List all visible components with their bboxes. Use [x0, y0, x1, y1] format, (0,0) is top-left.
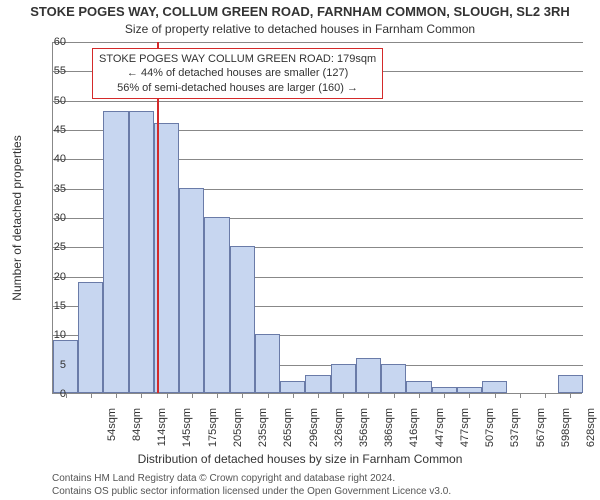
chart-title-line1: STOKE POGES WAY, COLLUM GREEN ROAD, FARN… [0, 4, 600, 19]
y-tick-label: 20 [36, 271, 66, 283]
gridline [53, 42, 583, 43]
y-tick-label: 55 [36, 65, 66, 77]
y-tick-label: 0 [36, 388, 66, 400]
x-tick-label: 265sqm [282, 408, 294, 458]
x-tick-mark [394, 393, 395, 398]
x-tick-label: 175sqm [207, 408, 219, 458]
annotation-line2: ← 44% of detached houses are smaller (12… [99, 66, 376, 80]
x-tick-label: 598sqm [560, 408, 572, 458]
x-tick-label: 145sqm [181, 408, 193, 458]
histogram-bar [255, 334, 280, 393]
histogram-bar [381, 364, 406, 393]
x-tick-label: 386sqm [383, 408, 395, 458]
histogram-bar [305, 375, 330, 393]
histogram-bar [204, 217, 229, 393]
footer-line2: Contains OS public sector information li… [52, 486, 451, 497]
x-tick-mark [368, 393, 369, 398]
chart-title-line2: Size of property relative to detached ho… [0, 22, 600, 36]
x-tick-label: 507sqm [484, 408, 496, 458]
y-tick-label: 40 [36, 153, 66, 165]
x-tick-label: 447sqm [434, 408, 446, 458]
histogram-bar [558, 375, 583, 393]
histogram-bar [129, 111, 154, 393]
x-tick-mark [116, 393, 117, 398]
y-tick-label: 10 [36, 329, 66, 341]
chart-plot-area: STOKE POGES WAY COLLUM GREEN ROAD: 179sq… [52, 42, 582, 394]
annotation-line1: STOKE POGES WAY COLLUM GREEN ROAD: 179sq… [99, 52, 376, 66]
y-tick-label: 15 [36, 300, 66, 312]
histogram-bar [179, 188, 204, 393]
gridline [53, 101, 583, 102]
x-tick-label: 356sqm [358, 408, 370, 458]
histogram-bar [280, 381, 305, 393]
histogram-bar [482, 381, 507, 393]
x-tick-mark [91, 393, 92, 398]
x-tick-mark [419, 393, 420, 398]
footer-line1: Contains HM Land Registry data © Crown c… [52, 473, 395, 484]
y-tick-label: 50 [36, 95, 66, 107]
y-tick-label: 25 [36, 241, 66, 253]
y-tick-label: 60 [36, 36, 66, 48]
x-tick-label: 235sqm [257, 408, 269, 458]
histogram-bar [356, 358, 381, 393]
x-tick-mark [141, 393, 142, 398]
x-axis-label: Distribution of detached houses by size … [0, 452, 600, 466]
reference-annotation: STOKE POGES WAY COLLUM GREEN ROAD: 179sq… [92, 48, 383, 99]
x-tick-mark [192, 393, 193, 398]
x-tick-label: 114sqm [156, 408, 168, 458]
x-tick-label: 205sqm [232, 408, 244, 458]
y-tick-label: 35 [36, 183, 66, 195]
x-tick-label: 537sqm [509, 408, 521, 458]
histogram-bar [230, 246, 255, 393]
x-tick-mark [545, 393, 546, 398]
x-tick-mark [520, 393, 521, 398]
x-tick-label: 477sqm [459, 408, 471, 458]
x-tick-mark [167, 393, 168, 398]
x-tick-mark [469, 393, 470, 398]
x-tick-mark [444, 393, 445, 398]
histogram-bar [331, 364, 356, 393]
x-tick-mark [495, 393, 496, 398]
x-tick-mark [293, 393, 294, 398]
x-tick-mark [268, 393, 269, 398]
x-tick-label: 567sqm [535, 408, 547, 458]
x-tick-label: 296sqm [308, 408, 320, 458]
histogram-bar [406, 381, 431, 393]
x-tick-mark [217, 393, 218, 398]
chart-container: STOKE POGES WAY, COLLUM GREEN ROAD, FARN… [0, 0, 600, 500]
x-tick-label: 84sqm [131, 408, 143, 458]
x-tick-mark [242, 393, 243, 398]
x-tick-label: 416sqm [408, 408, 420, 458]
y-axis-label: Number of detached properties [10, 135, 24, 300]
y-tick-label: 45 [36, 124, 66, 136]
x-tick-label: 326sqm [333, 408, 345, 458]
x-tick-label: 54sqm [106, 408, 118, 458]
x-tick-mark [343, 393, 344, 398]
histogram-bar [78, 282, 103, 393]
x-tick-mark [318, 393, 319, 398]
y-tick-label: 30 [36, 212, 66, 224]
y-tick-label: 5 [36, 359, 66, 371]
x-tick-mark [570, 393, 571, 398]
x-tick-label: 628sqm [585, 408, 597, 458]
annotation-line3: 56% of semi-detached houses are larger (… [99, 81, 376, 95]
histogram-bar [103, 111, 128, 393]
